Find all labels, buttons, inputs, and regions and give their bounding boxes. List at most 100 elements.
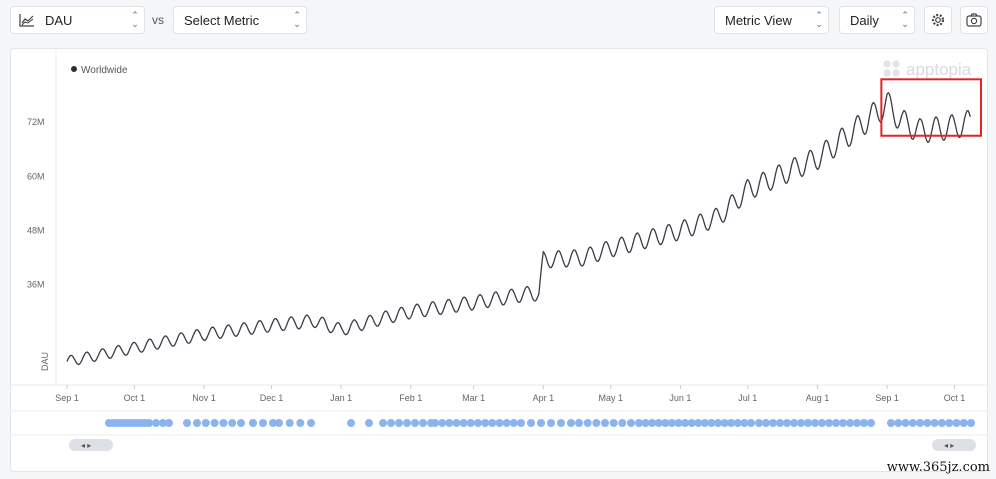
event-marker[interactable] [825, 419, 833, 427]
event-marker[interactable] [403, 419, 411, 427]
event-marker[interactable] [537, 419, 545, 427]
event-marker[interactable] [790, 419, 798, 427]
event-marker[interactable] [438, 419, 447, 427]
event-marker[interactable] [937, 419, 946, 427]
event-marker[interactable] [159, 419, 167, 427]
event-marker[interactable] [776, 419, 784, 427]
event-marker[interactable] [145, 419, 153, 427]
event-marker[interactable] [249, 419, 257, 427]
event-marker[interactable] [627, 419, 635, 427]
event-marker[interactable] [733, 419, 742, 427]
event-marker[interactable] [296, 419, 305, 427]
event-marker[interactable] [818, 419, 826, 427]
event-marker[interactable] [517, 419, 525, 427]
event-marker[interactable] [445, 419, 454, 427]
event-marker[interactable] [481, 419, 490, 427]
metric-select[interactable]: DAU ⌃ ⌄ [10, 6, 145, 34]
event-marker[interactable] [714, 419, 723, 427]
event-marker[interactable] [762, 419, 770, 427]
event-marker[interactable] [959, 419, 968, 427]
event-marker[interactable] [839, 419, 847, 427]
event-marker[interactable] [694, 419, 703, 427]
event-marker[interactable] [707, 419, 716, 427]
event-marker[interactable] [411, 419, 419, 427]
event-marker[interactable] [387, 419, 395, 427]
event-marker[interactable] [285, 419, 294, 427]
event-marker[interactable] [720, 419, 729, 427]
interval-select[interactable]: Daily ⌃ ⌄ [839, 6, 915, 34]
scrollbar-left-thumb[interactable] [69, 439, 113, 451]
event-marker[interactable] [700, 419, 709, 427]
event-marker[interactable] [930, 419, 939, 427]
event-marker[interactable] [275, 419, 283, 427]
event-marker[interactable] [967, 419, 975, 427]
event-marker[interactable] [797, 419, 805, 427]
event-marker[interactable] [592, 419, 601, 427]
event-marker[interactable] [887, 419, 895, 427]
scrollbar-right[interactable]: ◂ ▸ [932, 439, 976, 451]
event-marker[interactable] [165, 419, 173, 427]
event-marker[interactable] [609, 419, 618, 427]
event-marker[interactable] [567, 419, 575, 427]
event-marker[interactable] [201, 419, 210, 427]
compare-metric-select[interactable]: Select Metric ⌃ ⌄ [173, 6, 307, 34]
event-marker[interactable] [916, 419, 925, 427]
event-marker[interactable] [527, 419, 535, 427]
event-marker[interactable] [365, 419, 373, 427]
event-marker[interactable] [210, 419, 219, 427]
event-marker[interactable] [755, 419, 763, 427]
screenshot-button[interactable] [960, 6, 988, 34]
scrollbar-right-thumb[interactable] [932, 439, 976, 451]
event-marker[interactable] [269, 419, 277, 427]
event-marker[interactable] [575, 419, 583, 427]
event-marker[interactable] [419, 419, 427, 427]
event-marker[interactable] [431, 419, 439, 427]
event-marker[interactable] [681, 419, 690, 427]
event-marker[interactable] [952, 419, 961, 427]
event-marker[interactable] [923, 419, 932, 427]
event-marker[interactable] [466, 419, 475, 427]
event-marker[interactable] [674, 419, 683, 427]
event-marker[interactable] [783, 419, 791, 427]
event-marker[interactable] [618, 419, 627, 427]
event-marker[interactable] [237, 419, 245, 427]
event-marker[interactable] [747, 419, 755, 427]
event-marker[interactable] [193, 419, 201, 427]
event-marker[interactable] [259, 419, 267, 427]
event-marker[interactable] [860, 419, 868, 427]
event-marker[interactable] [667, 419, 676, 427]
event-marker[interactable] [488, 419, 497, 427]
event-marker[interactable] [654, 419, 663, 427]
event-marker[interactable] [867, 419, 875, 427]
event-marker[interactable] [769, 419, 777, 427]
event-marker[interactable] [641, 419, 650, 427]
event-marker[interactable] [635, 419, 643, 427]
event-marker[interactable] [687, 419, 696, 427]
event-marker[interactable] [945, 419, 954, 427]
event-marker[interactable] [727, 419, 736, 427]
scrollbar-left[interactable]: ◂ ▸ [69, 439, 113, 451]
event-marker[interactable] [853, 419, 861, 427]
event-marker[interactable] [601, 419, 609, 427]
event-marker[interactable] [183, 419, 191, 427]
event-marker[interactable] [908, 419, 917, 427]
event-marker[interactable] [901, 419, 910, 427]
event-marker[interactable] [557, 419, 565, 427]
settings-button[interactable] [924, 6, 952, 34]
event-marker[interactable] [474, 419, 482, 427]
event-marker[interactable] [832, 419, 840, 427]
event-marker[interactable] [152, 419, 160, 427]
event-marker[interactable] [661, 419, 670, 427]
event-marker[interactable] [379, 419, 387, 427]
event-marker[interactable] [495, 419, 504, 427]
event-marker[interactable] [219, 419, 228, 427]
event-marker[interactable] [452, 419, 461, 427]
event-marker[interactable] [509, 419, 518, 427]
event-marker[interactable] [740, 419, 749, 427]
event-marker[interactable] [307, 419, 315, 427]
event-marker[interactable] [846, 419, 854, 427]
event-marker[interactable] [894, 419, 903, 427]
event-marker[interactable] [347, 419, 355, 427]
event-marker[interactable] [811, 419, 819, 427]
event-marker[interactable] [648, 419, 657, 427]
